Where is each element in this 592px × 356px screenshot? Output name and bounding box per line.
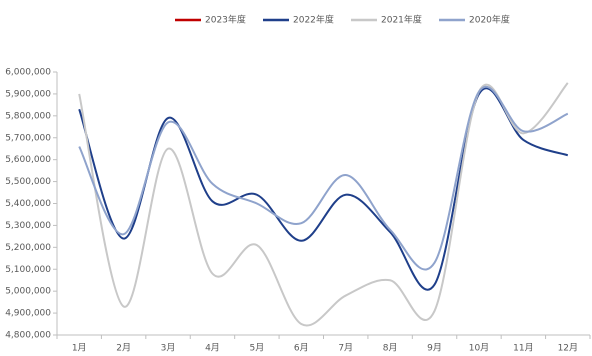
y-tick-label: 5,200,000 bbox=[5, 243, 51, 253]
y-tick-label: 5,700,000 bbox=[5, 133, 51, 143]
x-tick-label: 2月 bbox=[116, 343, 131, 354]
series-line bbox=[78, 82, 569, 327]
legend-label: 2020年度 bbox=[469, 14, 510, 26]
legend-label: 2021年度 bbox=[381, 14, 422, 26]
y-tick-label: 5,800,000 bbox=[5, 111, 51, 121]
y-tick-label: 6,000,000 bbox=[5, 68, 51, 78]
x-tick-label: 10月 bbox=[469, 343, 489, 354]
y-tick-label: 5,300,000 bbox=[5, 221, 51, 231]
x-tick-label: 6月 bbox=[294, 343, 309, 354]
x-tick-label: 9月 bbox=[427, 343, 442, 354]
x-tick-label: 7月 bbox=[338, 343, 353, 354]
y-tick-label: 4,800,000 bbox=[5, 331, 51, 341]
x-tick-label: 8月 bbox=[383, 343, 398, 354]
y-tick-label: 5,400,000 bbox=[5, 199, 51, 209]
y-tick-label: 5,600,000 bbox=[5, 155, 51, 165]
y-tick-label: 5,000,000 bbox=[5, 287, 51, 297]
x-tick-label: 5月 bbox=[250, 343, 265, 354]
y-tick-label: 5,100,000 bbox=[5, 265, 51, 275]
x-tick-label: 11月 bbox=[513, 343, 533, 354]
series-line bbox=[78, 87, 569, 291]
y-tick-label: 5,900,000 bbox=[5, 89, 51, 99]
x-tick-label: 3月 bbox=[161, 343, 176, 354]
y-tick-label: 4,900,000 bbox=[5, 309, 51, 319]
x-tick-label: 1月 bbox=[72, 343, 87, 354]
y-tick-label: 5,500,000 bbox=[5, 177, 51, 187]
x-tick-label: 12月 bbox=[558, 343, 578, 354]
legend-label: 2023年度 bbox=[205, 14, 246, 26]
x-tick-label: 4月 bbox=[205, 343, 220, 354]
series-line bbox=[78, 85, 569, 271]
legend-label: 2022年度 bbox=[293, 14, 334, 26]
